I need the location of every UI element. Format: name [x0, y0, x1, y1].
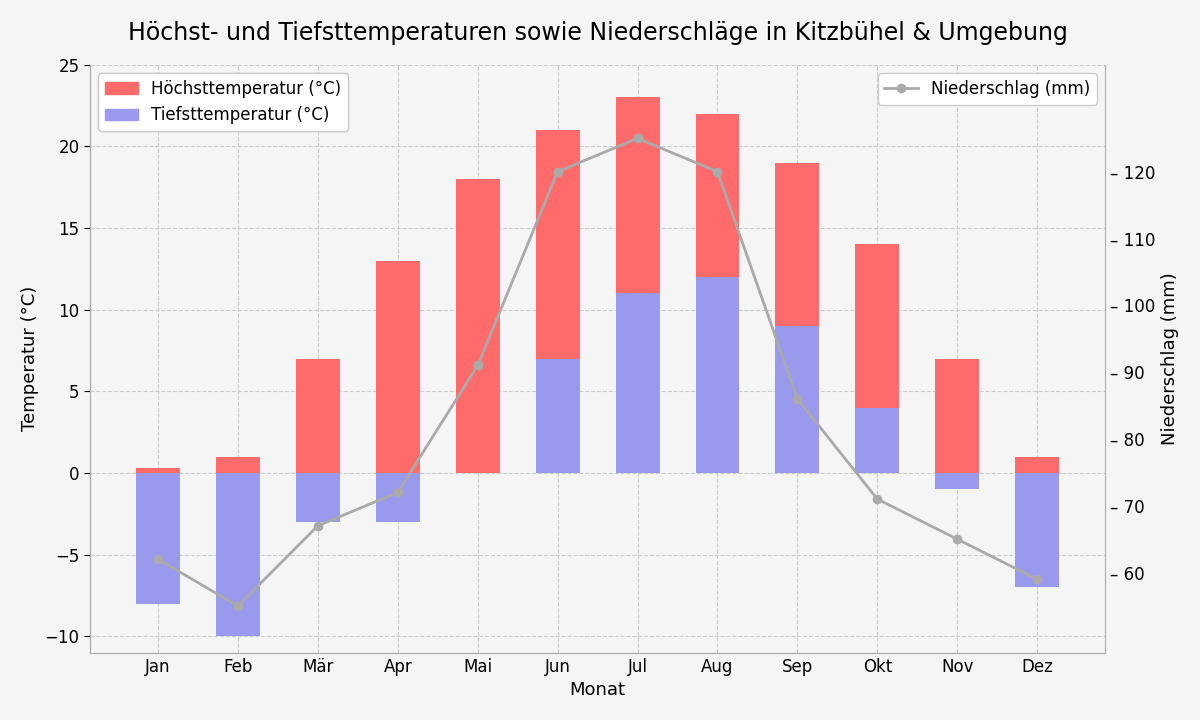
Bar [935, 473, 979, 490]
X-axis label: Monat: Monat [570, 681, 625, 699]
Bar [216, 473, 260, 636]
Bar [535, 359, 580, 473]
Y-axis label: Temperatur (°C): Temperatur (°C) [20, 286, 38, 431]
Legend: Niederschlag (mm): Niederschlag (mm) [877, 73, 1097, 104]
Bar [535, 130, 580, 473]
Bar [456, 179, 499, 473]
Bar [775, 326, 820, 473]
Bar [216, 456, 260, 473]
Bar [136, 468, 180, 473]
Bar [296, 359, 340, 473]
Bar [696, 277, 739, 473]
Y-axis label: Niederschlag (mm): Niederschlag (mm) [1162, 272, 1180, 445]
Bar [696, 114, 739, 473]
Bar [136, 473, 180, 604]
Bar [935, 359, 979, 473]
Bar [856, 245, 899, 473]
Bar [1015, 456, 1060, 473]
Bar [856, 408, 899, 473]
Legend: Höchsttemperatur (°C), Tiefsttemperatur (°C): Höchsttemperatur (°C), Tiefsttemperatur … [98, 73, 348, 131]
Bar [616, 294, 660, 473]
Bar [296, 473, 340, 522]
Bar [616, 97, 660, 473]
Bar [376, 261, 420, 473]
Bar [1015, 473, 1060, 588]
Bar [775, 163, 820, 473]
Bar [376, 473, 420, 522]
Title: Höchst- und Tiefsttemperaturen sowie Niederschläge in Kitzbühel & Umgebung: Höchst- und Tiefsttemperaturen sowie Nie… [127, 21, 1068, 45]
